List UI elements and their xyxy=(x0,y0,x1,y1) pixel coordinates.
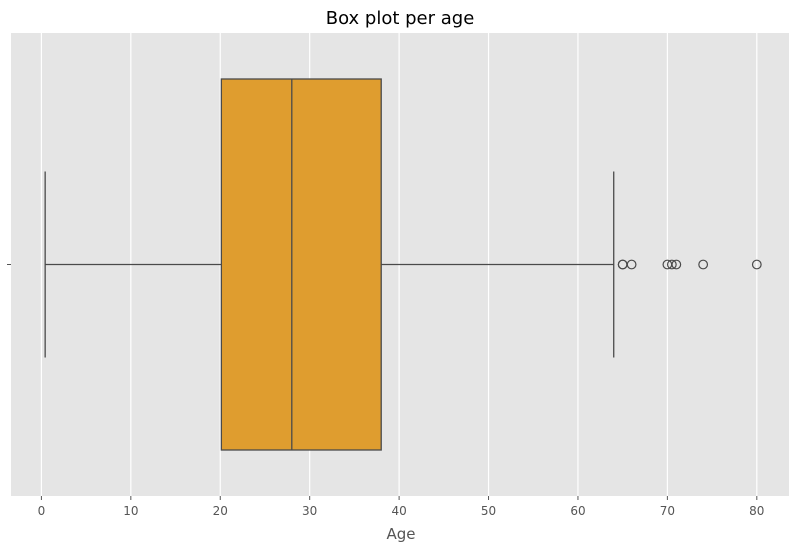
x-tick-label-20: 20 xyxy=(213,504,228,518)
x-tick-label-40: 40 xyxy=(391,504,406,518)
x-tick-label-0: 0 xyxy=(38,504,46,518)
outlier-point-7 xyxy=(751,259,762,270)
x-tick-label-60: 60 xyxy=(570,504,585,518)
outlier-point-2 xyxy=(626,259,637,270)
outlier-points xyxy=(617,259,762,270)
box-plot xyxy=(44,78,615,451)
interquartile-box xyxy=(220,78,382,451)
x-tick-label-10: 10 xyxy=(123,504,138,518)
x-axis-label: Age xyxy=(386,525,415,543)
x-tick-label-80: 80 xyxy=(749,504,764,518)
x-tick-label-70: 70 xyxy=(660,504,675,518)
chart-title: Box plot per age xyxy=(326,8,475,29)
x-tick-label-30: 30 xyxy=(302,504,317,518)
x-tick-label-50: 50 xyxy=(481,504,496,518)
x-axis-ticks: 0 10 20 30 40 50 60 70 80 xyxy=(38,496,764,518)
outlier-point-5 xyxy=(671,259,682,270)
outlier-point-6 xyxy=(698,259,709,270)
outlier-point-4 xyxy=(666,259,677,270)
